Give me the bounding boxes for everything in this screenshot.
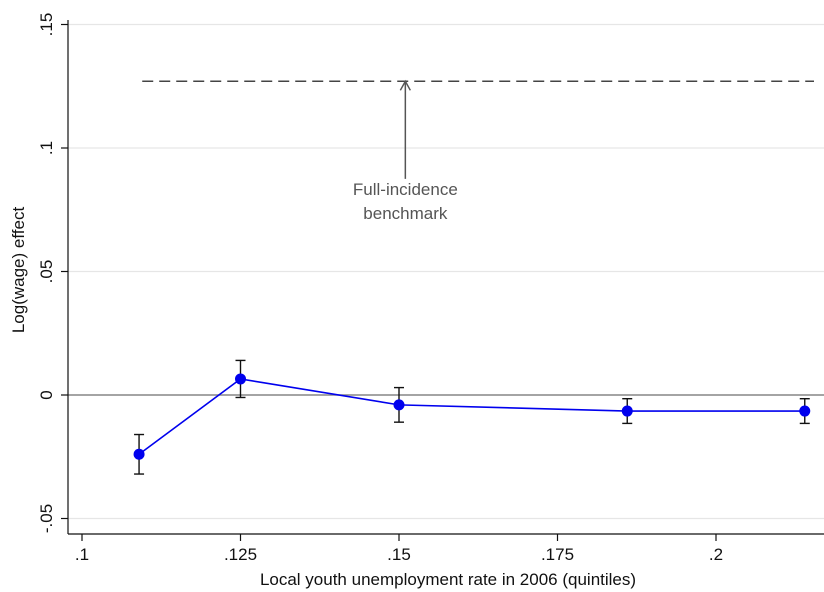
y-tick-label: .15	[37, 13, 56, 37]
data-point	[393, 399, 405, 411]
x-axis-title: Local youth unemployment rate in 2006 (q…	[260, 570, 636, 589]
x-tick-label: .175	[541, 545, 574, 564]
annotation-arrow-head	[399, 79, 411, 91]
y-tick-label: 0	[37, 390, 56, 399]
x-tick-label: .2	[709, 545, 723, 564]
data-point	[133, 448, 145, 460]
data-point	[235, 373, 246, 385]
axes: -.05 0 .05 .1 .15 .1 .125 .15 .175 .2	[37, 13, 824, 564]
x-tick-label: .15	[387, 545, 411, 564]
x-tick-label: .125	[224, 545, 257, 564]
y-axis-title: Log(wage) effect	[9, 207, 28, 334]
reference-lines	[68, 80, 824, 396]
data-point	[621, 405, 633, 417]
series-line	[138, 378, 805, 455]
series	[133, 359, 811, 475]
y-tick-label: -.05	[37, 504, 56, 533]
grid-layer	[68, 23, 824, 520]
annotation: Full-incidence benchmark	[353, 79, 458, 223]
annotation-text-line: benchmark	[363, 204, 448, 223]
x-tick-label: .1	[75, 545, 89, 564]
annotation-text-line: Full-incidence	[353, 180, 458, 199]
y-tick-label: .1	[37, 141, 56, 155]
y-tick-label: .05	[37, 260, 56, 284]
data-point	[799, 405, 811, 417]
